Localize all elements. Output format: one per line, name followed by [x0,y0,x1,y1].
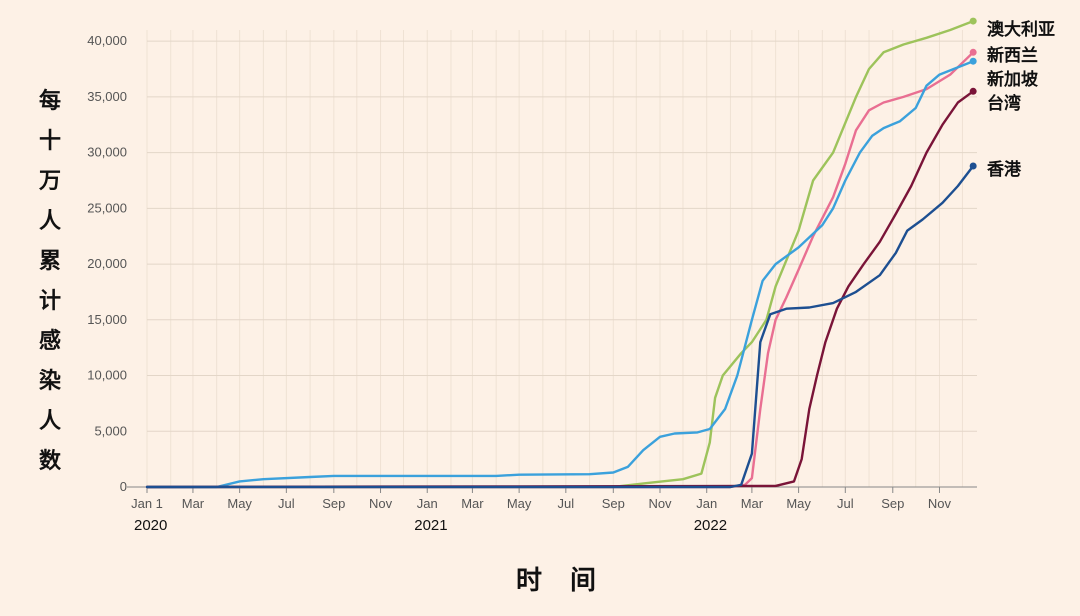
y-tick-label: 15,000 [87,312,127,327]
y-tick-label: 25,000 [87,200,127,215]
x-tick-label: Sep [881,496,904,511]
year-label: 2020 [134,517,167,534]
series-line [145,51,975,489]
y-axis-label-char: 人 [38,209,61,234]
x-tick-label: Nov [648,496,672,511]
y-axis-label-char: 数 [38,449,61,474]
x-tick-label: Jul [278,496,295,511]
series-label: 新西兰 [987,45,1038,66]
y-axis-label-char: 累 [38,249,61,274]
y-tick-label: 40,000 [87,33,127,48]
x-tick-label: Mar [461,496,484,511]
y-axis-label-char: 计 [38,289,61,314]
x-tick-label: Jan 1 [131,496,163,511]
y-axis-label-char: 染 [38,369,61,394]
series-line [145,164,975,489]
x-tick-label: Jul [558,496,575,511]
x-tick-label: May [507,496,532,511]
year-label: 2021 [414,517,447,534]
x-tick-label: Nov [928,496,952,511]
series-line [145,19,975,489]
y-tick-label: 10,000 [87,368,127,383]
series-line [145,60,975,489]
y-tick-label: 20,000 [87,256,127,271]
x-tick-label: Mar [182,496,205,511]
x-tick-label: Jan [417,496,438,511]
x-tick-label: Sep [602,496,625,511]
y-axis-label-char: 人 [38,409,61,434]
x-tick-label: Jul [837,496,854,511]
x-tick-label: Sep [322,496,345,511]
x-axis-label: 时间 [516,566,625,596]
y-tick-label: 5,000 [94,423,127,438]
series-label: 香港 [987,159,1022,180]
series-end-point [969,48,977,56]
x-tick-label: May [786,496,811,511]
series-end-point [969,162,977,170]
y-tick-label: 0 [120,479,127,494]
series-end-point [969,57,977,65]
y-axis-label-char: 感 [38,329,61,354]
y-axis-label: 每十万人累计感染人数 [30,82,70,482]
y-axis-label-char: 十 [38,129,61,154]
series-end-point [969,17,977,25]
series-label: 台湾 [987,93,1021,114]
x-tick-label: Nov [369,496,393,511]
y-tick-label: 30,000 [87,145,127,160]
x-tick-label: May [227,496,252,511]
series-lines [145,17,977,489]
series-label: 澳大利亚 [987,19,1055,40]
axes: 0 5,000 10,000 15,000 20,000 25,000 30,000 35,0… [87,33,977,534]
series-end-point [969,87,977,95]
x-tick-label: Jan [696,496,717,511]
series-label: 新加坡 [987,69,1038,90]
y-tick-label: 35,000 [87,89,127,104]
year-label: 2022 [694,517,727,534]
y-axis-label-char: 每 [38,89,61,114]
grid [146,30,977,487]
y-axis-label-char: 万 [38,169,61,194]
x-tick-label: Mar [741,496,764,511]
